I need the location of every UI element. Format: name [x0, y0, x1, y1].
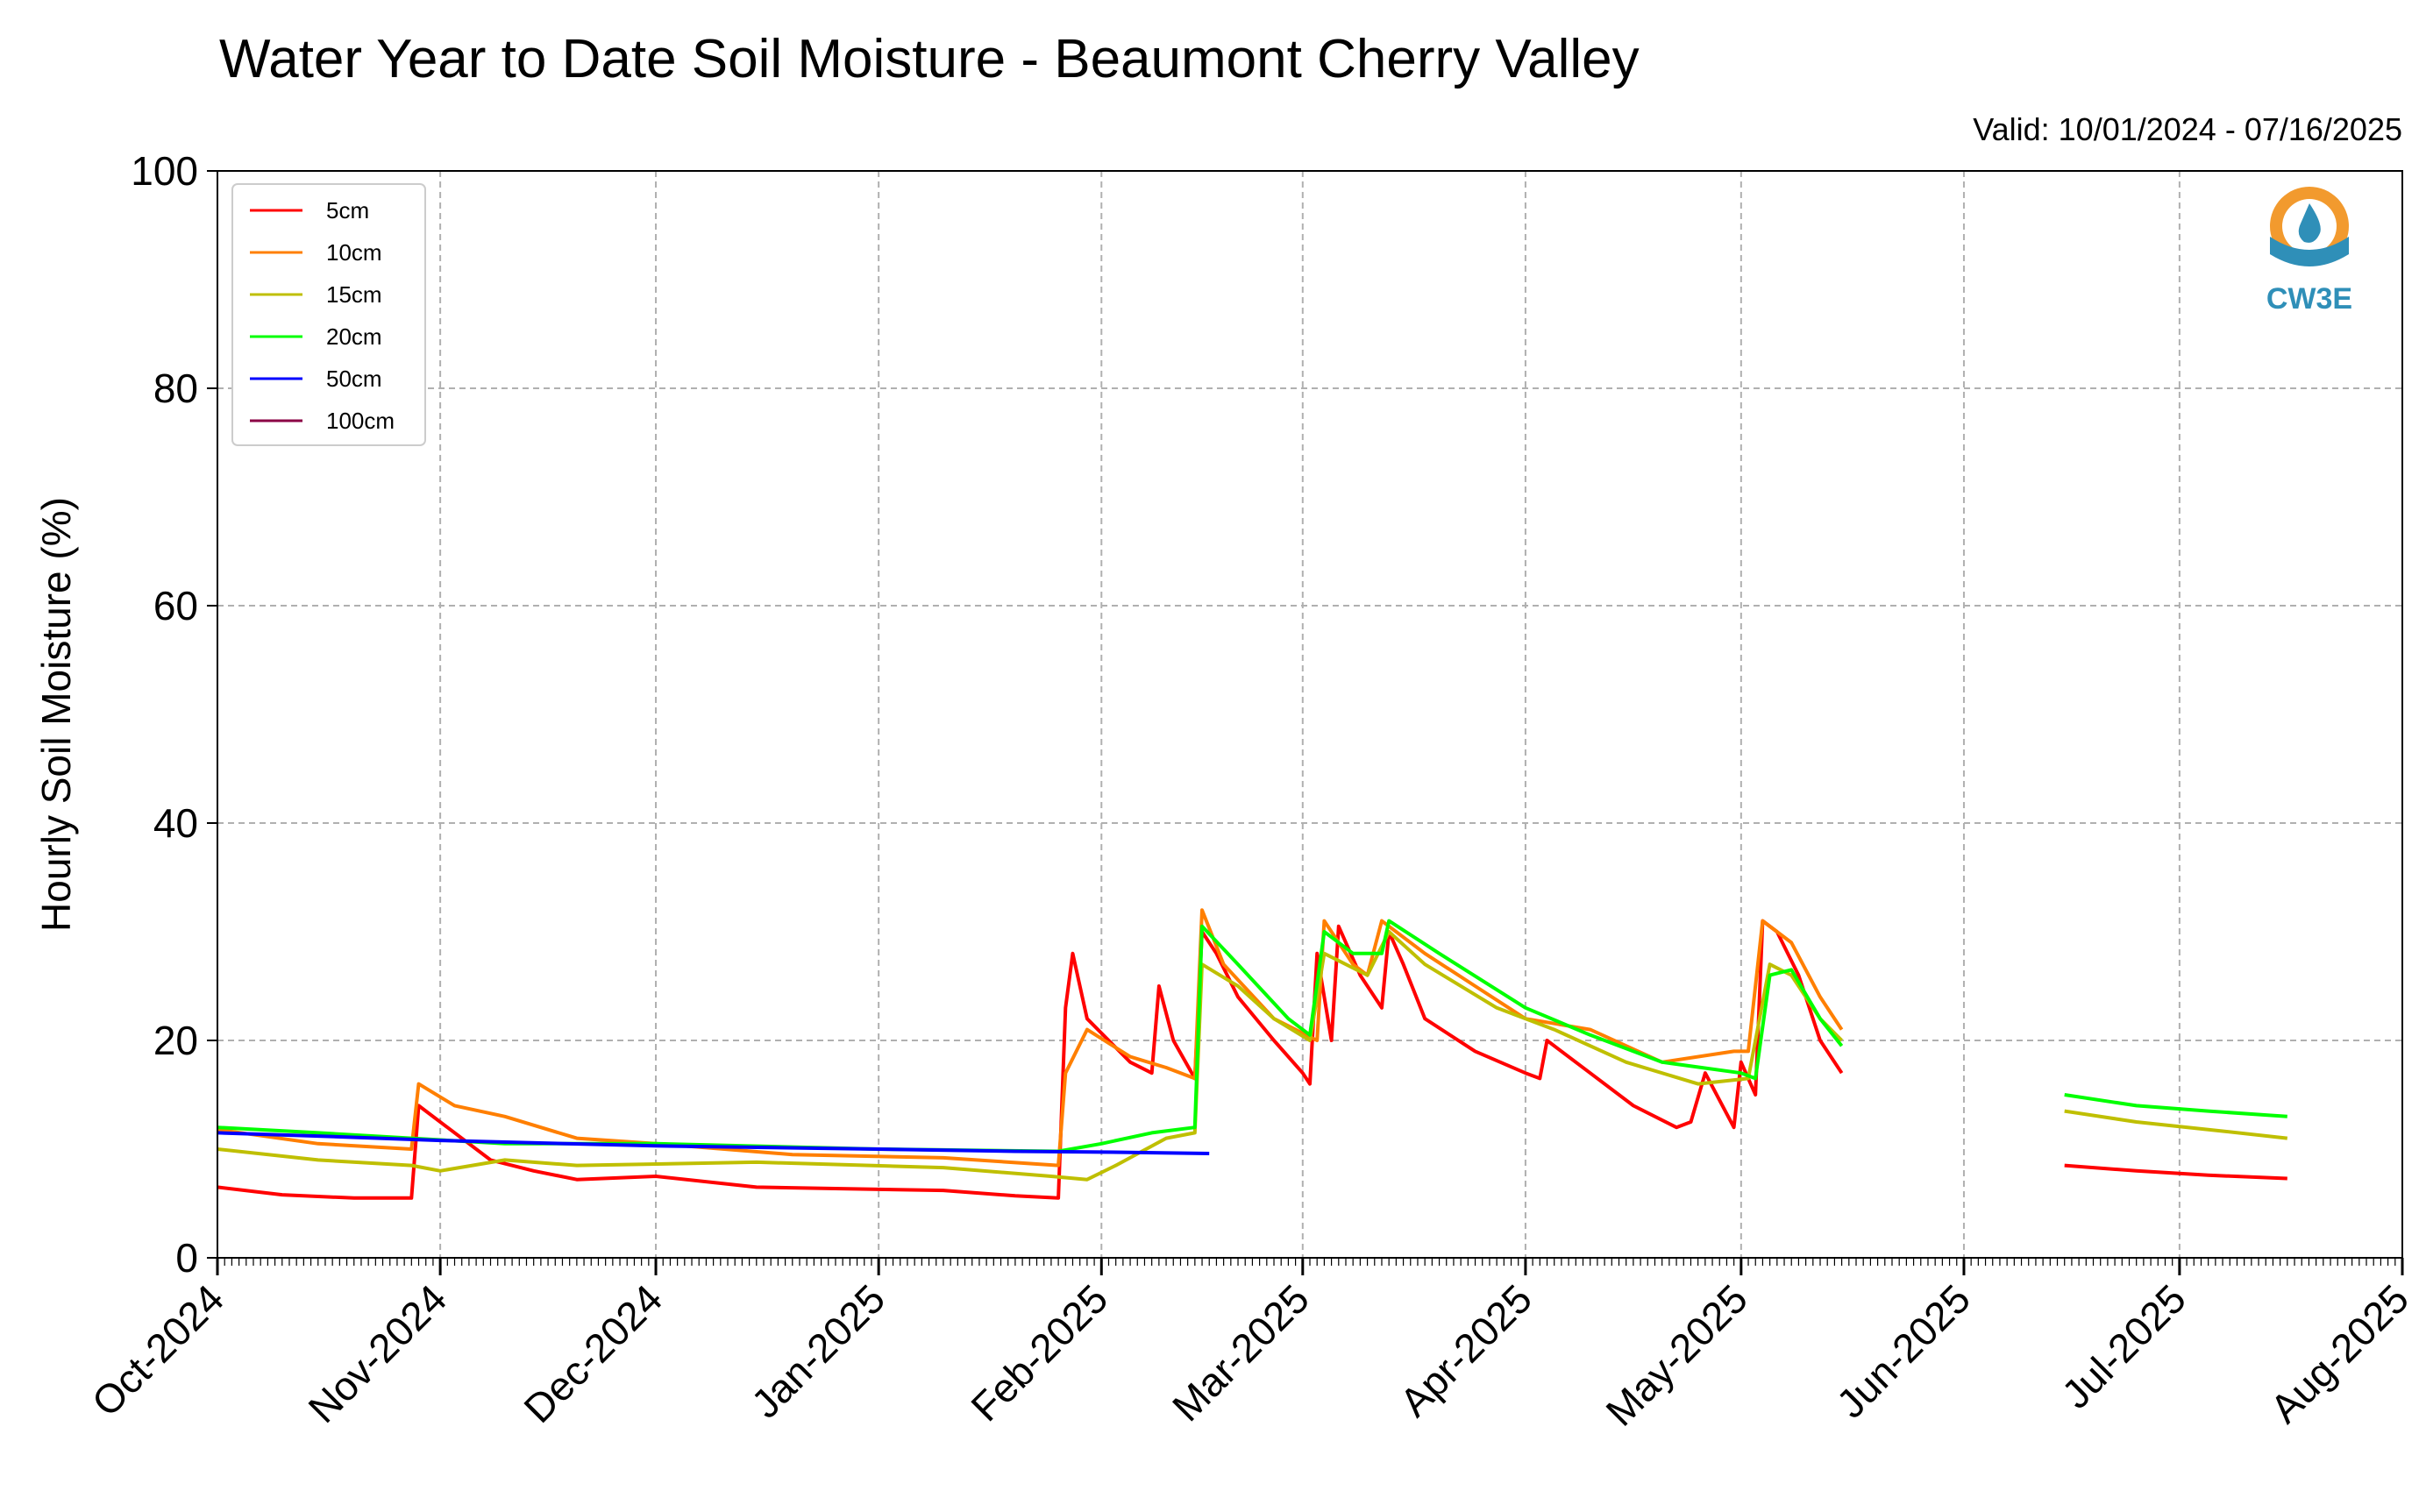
x-tick-label: Oct-2024: [83, 1275, 233, 1425]
y-tick-label: 0: [175, 1235, 198, 1281]
legend-label: 50cm: [326, 366, 382, 392]
axes: 0 20 40 60 80 100 Oct-2024 Nov-2024 Dec-2024 Jan-…: [83, 148, 2418, 1435]
legend-label: 5cm: [326, 197, 369, 224]
logo-text: CW3E: [2266, 282, 2352, 316]
x-tick-label: Jun-2025: [1828, 1275, 1979, 1426]
series-line-5cm: [2064, 1163, 2287, 1181]
x-tick-label: Apr-2025: [1391, 1275, 1540, 1425]
y-tick-label: 40: [153, 800, 198, 846]
y-tick-label: 80: [153, 366, 198, 411]
x-tick-label: Aug-2025: [2261, 1275, 2417, 1431]
legend-label: 15cm: [326, 281, 382, 308]
y-tick-label: 100: [131, 148, 198, 194]
x-tick-label: Jul-2025: [2052, 1275, 2195, 1417]
valid-range: Valid: 10/01/2024 - 07/16/2025: [1973, 111, 2402, 147]
chart-title: Water Year to Date Soil Moisture - Beaum…: [219, 29, 1640, 89]
series-line-20cm: [217, 919, 1844, 1154]
water-drop-icon: [2298, 203, 2321, 243]
legend-label: 10cm: [326, 239, 382, 266]
series-line-50cm: [217, 1131, 1210, 1155]
x-tick-label: Mar-2025: [1163, 1275, 1318, 1430]
cw3e-logo: CW3E: [2266, 187, 2352, 316]
plot-lines: [217, 908, 2288, 1200]
legend-label: 100cm: [326, 408, 395, 434]
series-line-5cm: [217, 919, 1844, 1200]
series-line-20cm: [2064, 1093, 2287, 1118]
y-tick-label: 20: [153, 1018, 198, 1063]
legend-label: 20cm: [326, 323, 382, 350]
y-tick-label: 60: [153, 583, 198, 628]
x-tick-label: Feb-2025: [962, 1275, 1116, 1430]
x-tick-label: Jan-2025: [743, 1275, 893, 1426]
y-axis-label: Hourly Soil Moisture (%): [33, 497, 79, 932]
series-line-15cm: [2064, 1109, 2288, 1140]
x-tick-label: Dec-2024: [515, 1275, 671, 1431]
series-line-10cm: [217, 908, 1844, 1168]
x-tick-label: May-2025: [1597, 1275, 1755, 1434]
x-tick-label: Nov-2024: [299, 1275, 455, 1431]
series-line-15cm: [217, 930, 1844, 1182]
legend: 5cm 10cm 15cm 20cm 50cm 100cm: [231, 183, 426, 446]
